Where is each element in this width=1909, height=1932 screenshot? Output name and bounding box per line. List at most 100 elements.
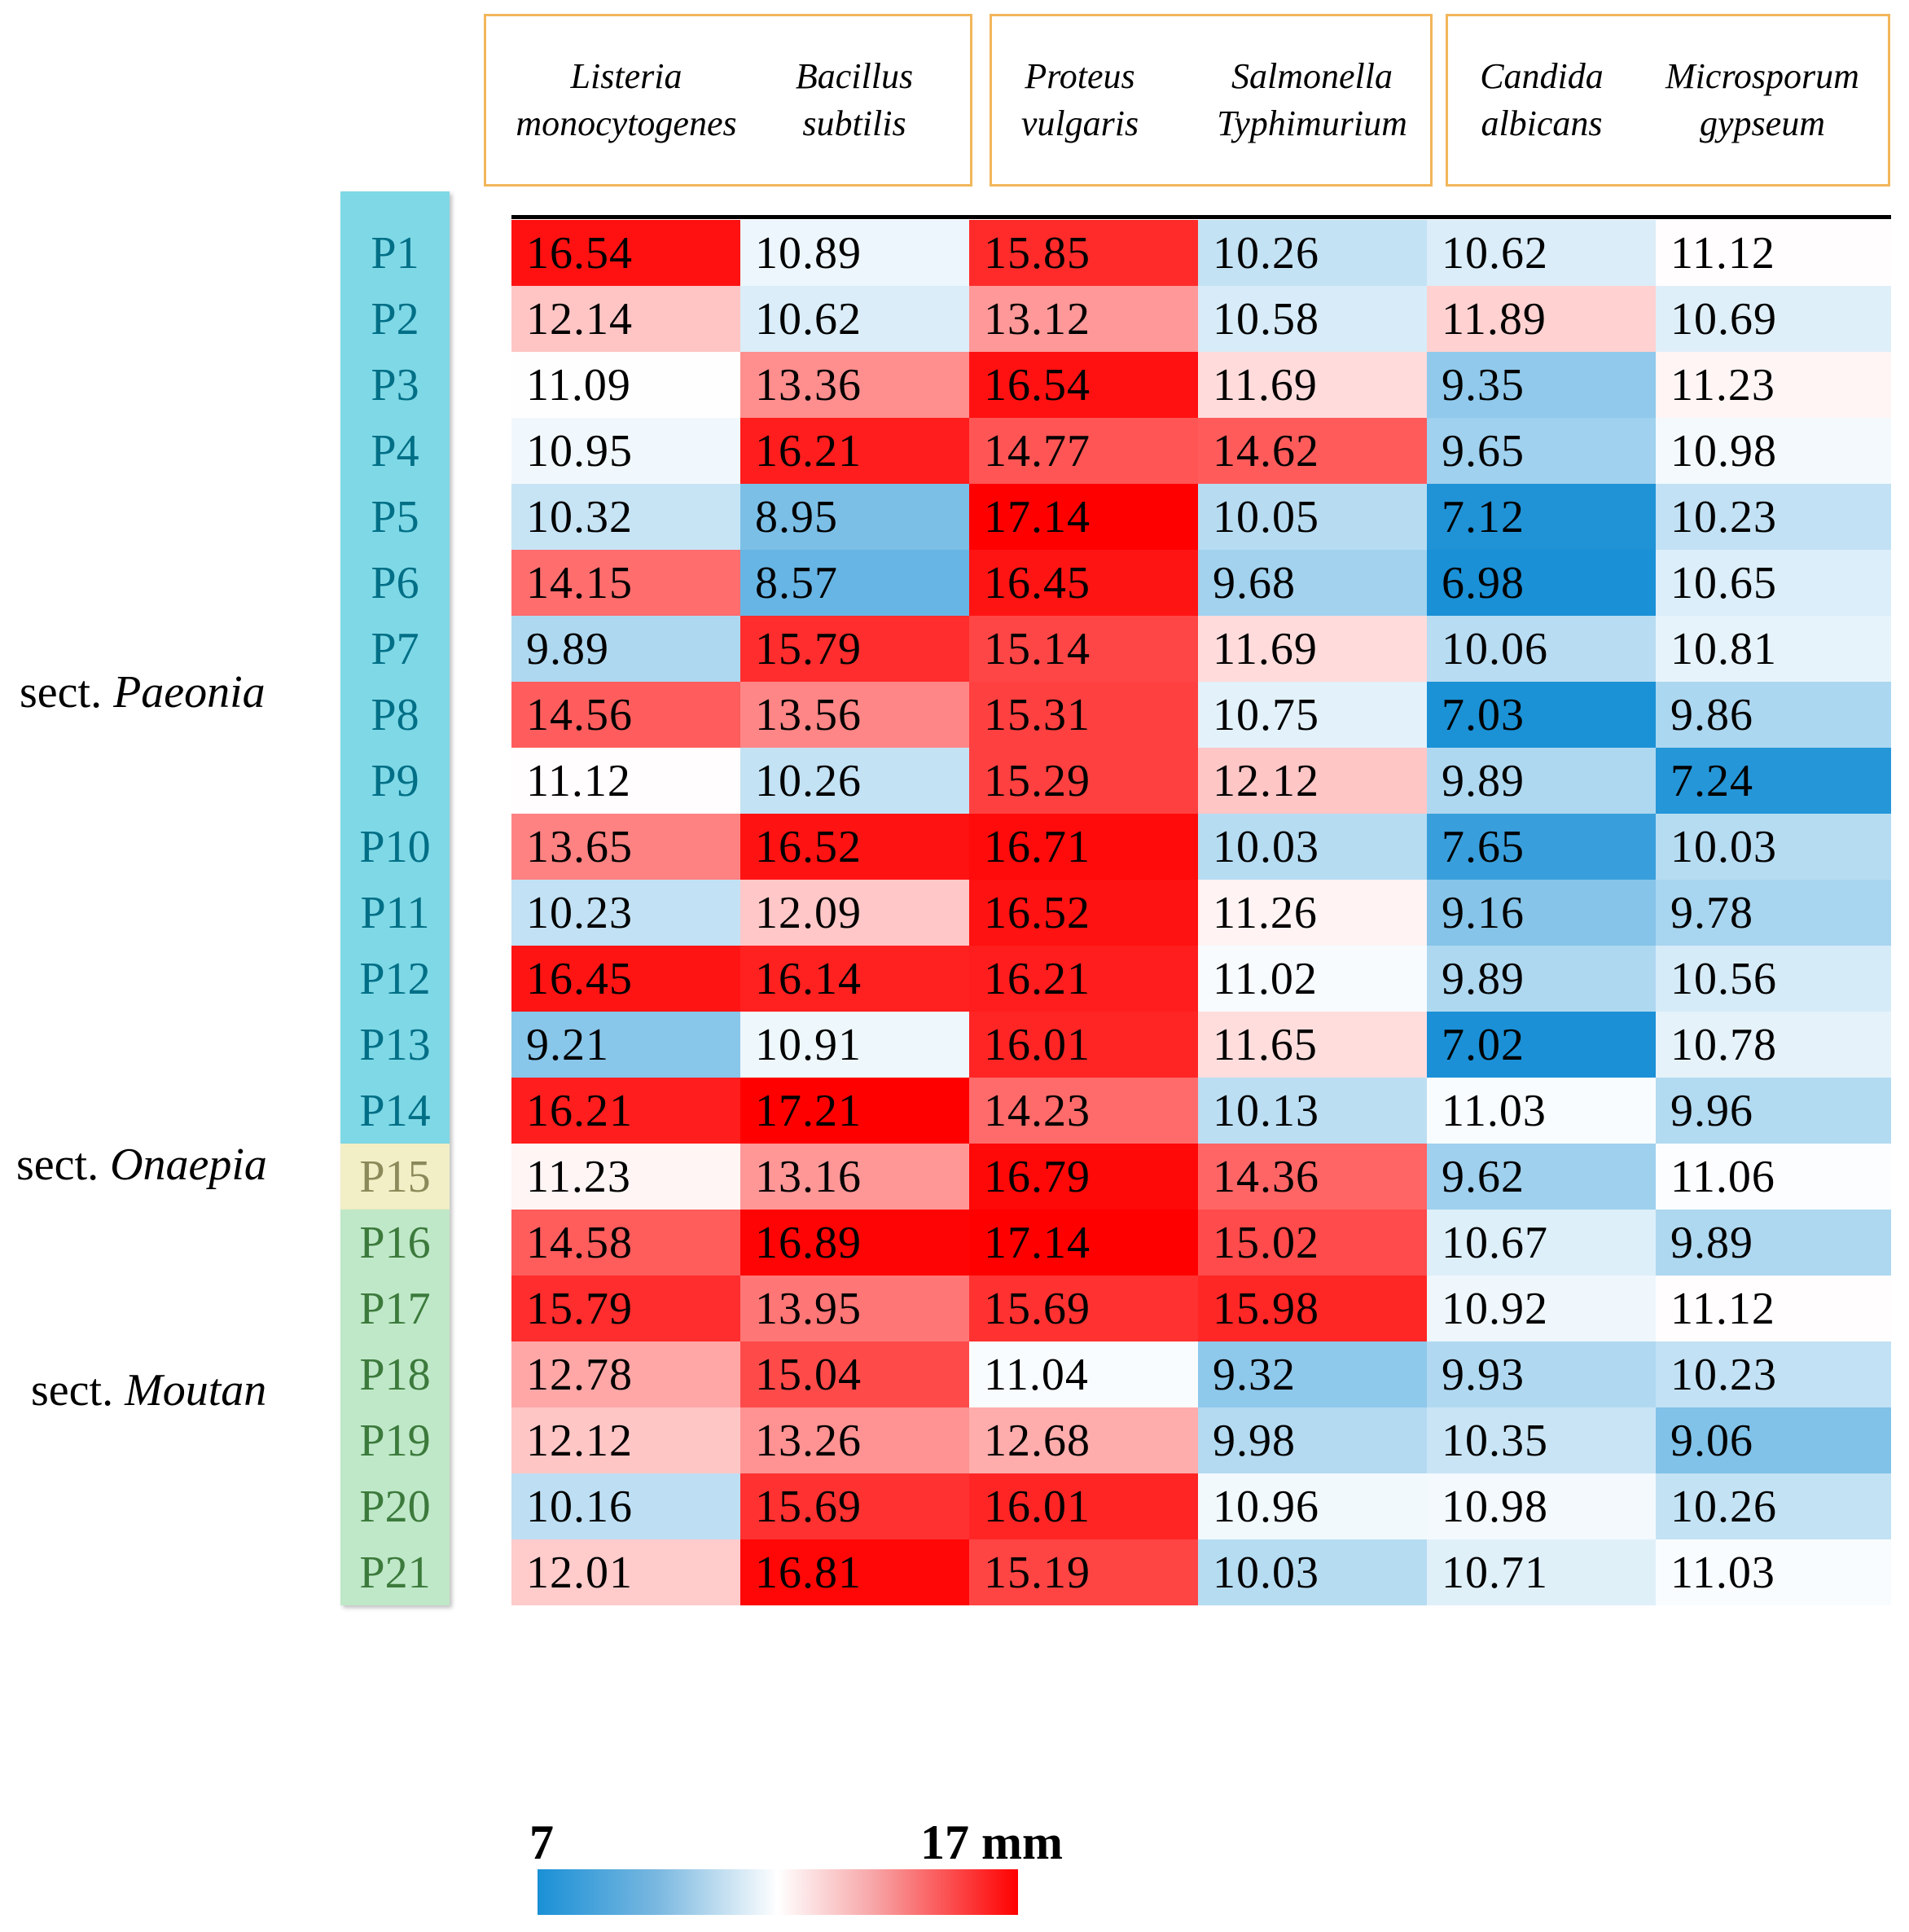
heatmap-cell: 7.24 [1656,748,1891,814]
heatmap-cell: 11.69 [1198,616,1427,682]
heatmap-cell: 15.69 [969,1276,1198,1341]
heatmap-cell: 11.06 [1656,1144,1891,1210]
heatmap-cell: 17.21 [740,1078,969,1144]
heatmap-cell: 16.01 [969,1473,1198,1539]
table-top-rule [511,215,1891,219]
column-header-line1: Microsporum [1665,56,1859,96]
heatmap-cell: 9.98 [1198,1407,1427,1473]
heatmap-cell: 14.15 [511,550,740,616]
heatmap-cell: 10.98 [1656,418,1891,484]
row-label: P8 [371,689,419,740]
heatmap-cell: 10.78 [1656,1012,1891,1078]
heatmap-cell: 15.04 [740,1341,969,1407]
heatmap-cell: 6.98 [1427,550,1656,616]
heatmap-cell: 16.54 [969,352,1198,418]
section-prefix: sect. [31,1365,125,1416]
heatmap-cell: 10.98 [1427,1473,1656,1539]
heatmap-cell: 10.26 [1656,1473,1891,1539]
heatmap-cell: 10.13 [1198,1078,1427,1144]
heatmap-cell: 16.89 [740,1210,969,1276]
heatmap-cell: 10.26 [740,748,969,814]
heatmap-cell: 13.36 [740,352,969,418]
row-label: P10 [359,821,431,872]
row-label: P18 [359,1349,431,1400]
heatmap-cell: 15.31 [969,682,1198,748]
column-header-line2: monocytogenes [516,103,737,143]
heatmap-cell: 10.23 [1656,1341,1891,1407]
heatmap-cell: 11.04 [969,1341,1198,1407]
heatmap-cell: 10.03 [1198,814,1427,880]
colorbar-min-label: 7 [529,1816,554,1869]
heatmap-cell: 10.23 [1656,484,1891,550]
row-label: P12 [359,953,431,1004]
heatmap-cell: 10.62 [1427,220,1656,286]
heatmap-cell: 11.89 [1427,286,1656,352]
colorbar [538,1869,1018,1915]
column-header: Proteus vulgaris [990,16,1170,184]
column-header-line1: Salmonella [1231,56,1393,96]
heatmap-cell: 11.23 [1656,352,1891,418]
heatmap-cell: 10.69 [1656,286,1891,352]
heatmap-cell: 11.12 [511,748,740,814]
heatmap-cell: 9.35 [1427,352,1656,418]
row-label: P7 [371,623,419,674]
heatmap-cell: 10.75 [1198,682,1427,748]
heatmap-cell: 11.65 [1198,1012,1427,1078]
heatmap-cell: 9.21 [511,1012,740,1078]
heatmap-cell: 9.96 [1656,1078,1891,1144]
heatmap-cell: 9.06 [1656,1407,1891,1473]
row-label: P16 [359,1217,431,1268]
heatmap-cell: 9.93 [1427,1341,1656,1407]
heatmap-cell: 7.02 [1427,1012,1656,1078]
heatmap-cell: 17.14 [969,484,1198,550]
heatmap-cell: 9.89 [1656,1210,1891,1276]
heatmap-cell: 10.65 [1656,550,1891,616]
row-label: P20 [359,1481,431,1532]
column-header-line2: gypseum [1700,103,1825,143]
column-header-line2: albicans [1481,103,1603,143]
heatmap-cell: 14.36 [1198,1144,1427,1210]
row-label: P4 [371,425,419,476]
heatmap-cell: 13.56 [740,682,969,748]
heatmap-cell: 14.62 [1198,418,1427,484]
column-group-box: Proteus vulgaris Salmonella Typhimurium [990,14,1433,187]
column-header-line1: Candida [1480,56,1604,96]
heatmap-cell: 12.09 [740,880,969,946]
heatmap-cell: 11.03 [1656,1539,1891,1605]
column-header-line1: Proteus [1025,56,1135,96]
heatmap-cell: 9.78 [1656,880,1891,946]
heatmap-cell: 14.77 [969,418,1198,484]
heatmap-cell: 10.89 [740,220,969,286]
heatmap-cell: 13.65 [511,814,740,880]
heatmap-cell: 16.52 [740,814,969,880]
heatmap-cell: 10.58 [1198,286,1427,352]
heatmap-cell: 12.68 [969,1407,1198,1473]
heatmap-cell: 10.06 [1427,616,1656,682]
heatmap-cell: 15.79 [511,1276,740,1341]
column-header: Salmonella Typhimurium [1190,16,1434,184]
row-label: P1 [371,227,419,279]
heatmap-cell: 17.14 [969,1210,1198,1276]
section-label: sect. Paeonia [20,666,266,718]
column-header-line1: Listeria [570,56,682,96]
heatmap-cell: 11.26 [1198,880,1427,946]
heatmap-cell: 16.52 [969,880,1198,946]
heatmap-cell: 10.71 [1427,1539,1656,1605]
heatmap-cell: 11.09 [511,352,740,418]
row-label: P21 [359,1547,431,1598]
heatmap-cell: 14.58 [511,1210,740,1276]
row-label: P3 [371,359,419,411]
heatmap-cell: 10.96 [1198,1473,1427,1539]
heatmap-cell: 9.89 [511,616,740,682]
heatmap-cell: 15.98 [1198,1276,1427,1341]
column-header-line2: Typhimurium [1217,103,1407,143]
row-label: P15 [359,1151,431,1202]
heatmap-cell: 13.26 [740,1407,969,1473]
heatmap-cell: 12.12 [1198,748,1427,814]
heatmap-cell: 12.14 [511,286,740,352]
heatmap-cell: 10.23 [511,880,740,946]
heatmap-cell: 9.86 [1656,682,1891,748]
row-label: P19 [359,1415,431,1466]
section-name: Paeonia [113,667,266,718]
heatmap-cell: 12.01 [511,1539,740,1605]
